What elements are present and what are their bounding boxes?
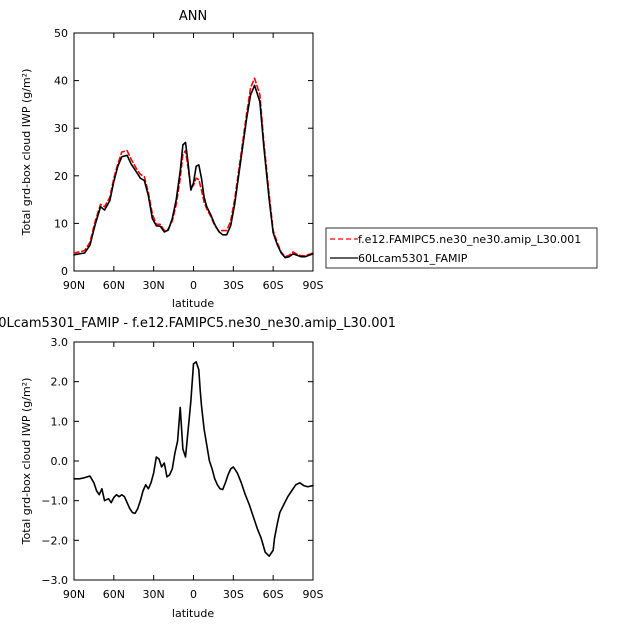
top-series-line-1 <box>73 77 314 258</box>
bottom-x-tick-label: 60N <box>103 588 125 601</box>
bottom-y-ticks: −3.0 −2.0 −1.0 0.0 1.0 2.0 3.0 <box>41 336 313 587</box>
legend-label-series-2: 60Lcam5301_FAMIP <box>358 252 468 265</box>
bottom-series-group <box>73 361 314 557</box>
bottom-x-tick-label: 90N <box>63 588 85 601</box>
top-x-ticks: 90N 60N 30N 0 30S 60S 90S <box>63 33 324 292</box>
bottom-chart-title: 60Lcam5301_FAMIP - f.e12.FAMIPC5.ne30_ne… <box>0 316 396 331</box>
top-x-tick-label: 90S <box>303 279 324 292</box>
bottom-x-tick-label: 0 <box>190 588 197 601</box>
top-y-tick-label: 10 <box>54 217 68 230</box>
top-y-tick-label: 40 <box>54 75 68 88</box>
top-y-tick-label: 30 <box>54 122 68 135</box>
top-x-axis-label: latitude <box>172 297 214 310</box>
bottom-x-tick-label: 90S <box>303 588 324 601</box>
top-x-tick-label: 60S <box>263 279 284 292</box>
bottom-plot-frame <box>73 341 314 581</box>
bottom-x-tick-label: 30S <box>223 588 244 601</box>
top-x-tick-label: 30N <box>143 279 165 292</box>
bottom-x-tick-label: 30N <box>143 588 165 601</box>
bottom-x-ticks: 90N 60N 30N 0 30S 60S 90S <box>63 342 324 601</box>
panel-top-chart: ANN 0 10 20 30 40 50 90N 60N 30N 0 30S 60S 90S lati… <box>20 9 598 310</box>
top-y-tick-label: 20 <box>54 170 68 183</box>
top-series-group <box>73 77 314 259</box>
top-y-axis-label: Total grd-box cloud IWP (g/m²) <box>20 69 33 237</box>
top-x-tick-label: 90N <box>63 279 85 292</box>
bottom-y-tick-label: −1.0 <box>41 495 68 508</box>
legend-box <box>325 227 598 269</box>
bottom-y-tick-label: −3.0 <box>41 574 68 587</box>
bottom-x-tick-label: 60S <box>263 588 284 601</box>
bottom-y-tick-label: −2.0 <box>41 534 68 547</box>
top-series-line-2 <box>73 84 314 259</box>
top-y-tick-label: 0 <box>61 265 68 278</box>
top-x-tick-label: 0 <box>190 279 197 292</box>
panel-bottom-chart: 60Lcam5301_FAMIP - f.e12.FAMIPC5.ne30_ne… <box>0 316 396 620</box>
bottom-y-tick-label: 1.0 <box>51 415 69 428</box>
top-x-tick-label: 60N <box>103 279 125 292</box>
legend-label-series-1: f.e12.FAMIPC5.ne30_ne30.amip_L30.001 <box>358 233 581 246</box>
top-y-ticks: 0 10 20 30 40 50 <box>54 27 313 278</box>
top-legend: f.e12.FAMIPC5.ne30_ne30.amip_L30.001 60L… <box>325 227 598 269</box>
top-chart-title: ANN <box>179 9 207 24</box>
bottom-y-tick-label: 0.0 <box>51 455 69 468</box>
bottom-series-line-1 <box>73 361 314 557</box>
bottom-x-axis-label: latitude <box>172 607 214 620</box>
top-plot-frame <box>73 32 314 272</box>
top-x-tick-label: 30S <box>223 279 244 292</box>
bottom-y-axis-label: Total grd-box cloud IWP (g/m²) <box>20 378 33 546</box>
top-y-tick-label: 50 <box>54 27 68 40</box>
bottom-y-tick-label: 2.0 <box>51 376 69 389</box>
bottom-y-tick-label: 3.0 <box>51 336 69 349</box>
